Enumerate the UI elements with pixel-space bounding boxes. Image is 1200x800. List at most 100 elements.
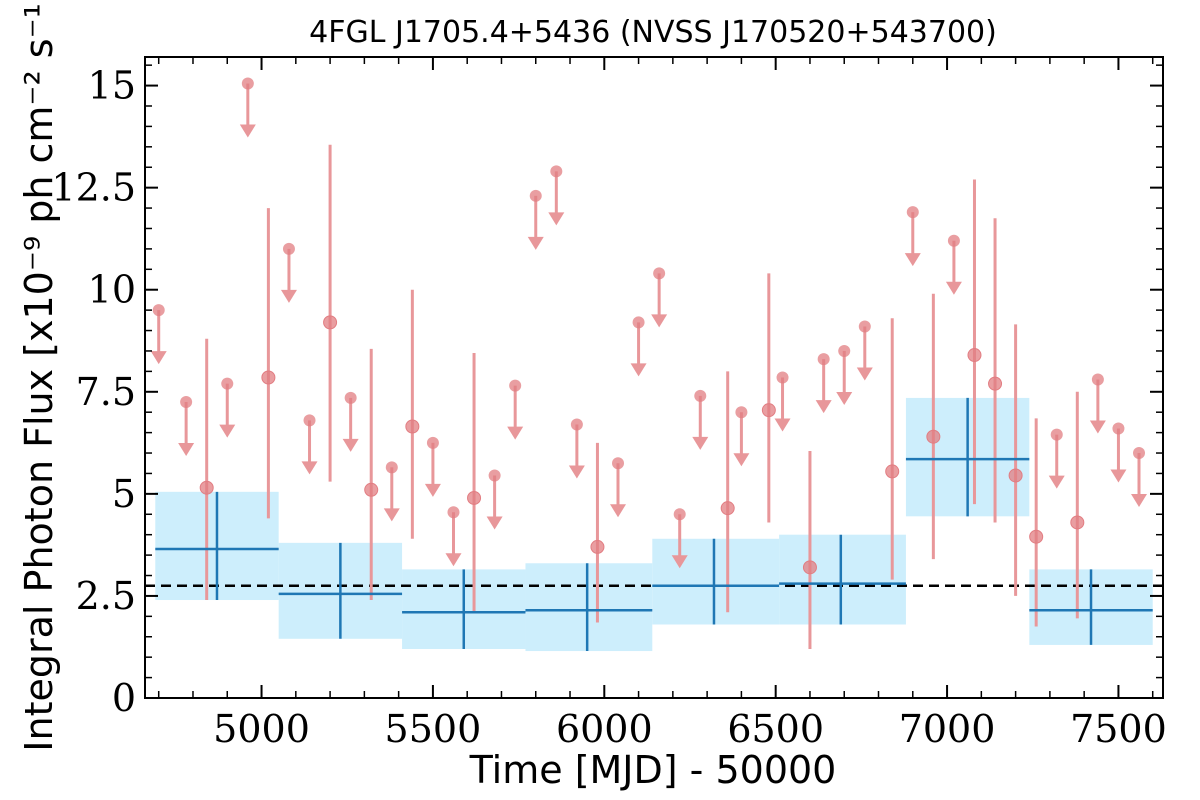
bin-bands bbox=[155, 397, 1153, 652]
upper-limit-point bbox=[1112, 422, 1125, 435]
upper-limit-arrow bbox=[1131, 494, 1148, 508]
upper-limit-arrow bbox=[630, 363, 647, 377]
upper-limit-point bbox=[303, 414, 316, 427]
detection-points bbox=[199, 144, 1085, 650]
upper-limit-point bbox=[426, 436, 439, 449]
upper-limit-arrow bbox=[836, 391, 853, 405]
upper-limit-point bbox=[735, 406, 748, 419]
x-tick-label: 5500 bbox=[385, 707, 482, 751]
upper-limit-arrow bbox=[1089, 420, 1106, 434]
y-tick-label: 12.5 bbox=[51, 166, 136, 210]
upper-limit-arrow bbox=[383, 508, 400, 522]
detection-point bbox=[885, 464, 900, 479]
upper-limit-point bbox=[152, 304, 165, 317]
upper-limit-point bbox=[838, 344, 851, 357]
upper-limit-point bbox=[282, 242, 295, 255]
detection-point bbox=[926, 429, 941, 444]
upper-limit-point bbox=[529, 189, 542, 202]
upper-limit-point bbox=[632, 316, 645, 329]
detection-point bbox=[261, 370, 276, 385]
bin-band bbox=[779, 534, 906, 625]
upper-limit-point bbox=[180, 395, 193, 408]
detection-point bbox=[467, 490, 482, 505]
y-tick-label: 10 bbox=[88, 268, 136, 312]
upper-limit-point bbox=[1050, 428, 1063, 441]
upper-limit-point bbox=[694, 389, 707, 402]
upper-limit-point bbox=[858, 320, 871, 333]
upper-limit-arrow bbox=[424, 483, 441, 497]
upper-limit-point bbox=[947, 234, 960, 247]
upper-limit-point bbox=[447, 506, 460, 519]
detection-point bbox=[967, 348, 982, 363]
upper-limit-arrow bbox=[774, 418, 791, 432]
x-tick-label: 7000 bbox=[899, 707, 996, 751]
x-axis-label: Time [MJD] - 50000 bbox=[469, 748, 837, 792]
upper-limit-point bbox=[488, 469, 501, 482]
upper-limit-arrow bbox=[486, 516, 503, 530]
upper-limit-point bbox=[817, 353, 830, 366]
upper-limit-arrow bbox=[1048, 475, 1065, 489]
x-tick-label: 6500 bbox=[727, 707, 824, 751]
upper-limit-point bbox=[509, 379, 522, 392]
x-tick-label: 5000 bbox=[213, 707, 310, 751]
upper-limit-point bbox=[570, 418, 583, 431]
upper-limit-point bbox=[221, 377, 234, 390]
upper-limit-arrow bbox=[692, 436, 709, 450]
upper-limit-point bbox=[906, 206, 919, 219]
y-tick-label: 5 bbox=[112, 472, 136, 516]
upper-limit-point bbox=[344, 391, 357, 404]
y-axis-label: Integral Photon Flux [x10⁻⁹ ph cm⁻² s⁻¹] bbox=[17, 0, 61, 752]
bin-crosses bbox=[155, 397, 1153, 652]
upper-limit-arrow bbox=[239, 124, 256, 138]
detection-point bbox=[405, 419, 420, 434]
detection-point bbox=[590, 539, 605, 554]
upper-limit-arrow bbox=[568, 465, 585, 479]
upper-limit-point bbox=[612, 457, 625, 470]
detection-point bbox=[720, 501, 735, 516]
upper-limit-arrow bbox=[280, 289, 297, 303]
bin-band bbox=[525, 563, 653, 652]
upper-limit-arrow bbox=[671, 555, 688, 569]
upper-limit-point bbox=[776, 371, 789, 384]
axes: 5000 5500 6000 6500 7000 7500 0 2.5 5 7.5 10 12.5 15 bbox=[51, 56, 1167, 751]
upper-limit-arrow bbox=[527, 236, 544, 250]
detection-point bbox=[1008, 468, 1023, 483]
upper-limit-point bbox=[1091, 373, 1104, 386]
upper-limit-point bbox=[1133, 447, 1146, 460]
upper-limit-point bbox=[653, 267, 666, 280]
upper-limit-arrow bbox=[548, 212, 565, 226]
upper-limit-arrow bbox=[507, 426, 524, 440]
x-tick-label: 7500 bbox=[1070, 707, 1167, 751]
upper-limit-point bbox=[550, 165, 563, 178]
upper-limit-point bbox=[241, 77, 254, 90]
x-tick-label: 6000 bbox=[556, 707, 653, 751]
detection-point bbox=[323, 315, 338, 330]
y-tick-label: 0 bbox=[112, 676, 136, 720]
upper-limit-arrow bbox=[945, 281, 962, 295]
upper-limit-arrow bbox=[445, 553, 462, 567]
upper-limit-points bbox=[150, 77, 1148, 569]
upper-limit-arrow bbox=[904, 253, 921, 267]
detection-point bbox=[364, 482, 379, 497]
upper-limit-arrow bbox=[178, 442, 195, 456]
upper-limit-arrow bbox=[150, 351, 167, 365]
y-tick-label: 15 bbox=[88, 64, 136, 108]
chart-title: 4FGL J1705.4+5436 (NVSS J170520+543700) bbox=[309, 15, 997, 50]
plot-frame bbox=[144, 56, 1164, 699]
detection-point bbox=[1070, 515, 1085, 530]
upper-limit-arrow bbox=[342, 438, 359, 452]
upper-limit-arrow bbox=[219, 424, 236, 438]
upper-limit-arrow bbox=[815, 400, 832, 414]
upper-limit-arrow bbox=[856, 367, 873, 381]
detection-point bbox=[802, 560, 817, 575]
y-tick-label: 7.5 bbox=[76, 370, 136, 414]
detection-point bbox=[199, 480, 214, 495]
detection-point bbox=[988, 376, 1003, 391]
bin-band bbox=[652, 538, 780, 625]
upper-limit-arrow bbox=[301, 461, 318, 475]
upper-limit-arrow bbox=[733, 453, 750, 467]
upper-limit-arrow bbox=[610, 504, 627, 518]
upper-limit-point bbox=[673, 508, 686, 521]
upper-limit-arrow bbox=[651, 314, 668, 328]
